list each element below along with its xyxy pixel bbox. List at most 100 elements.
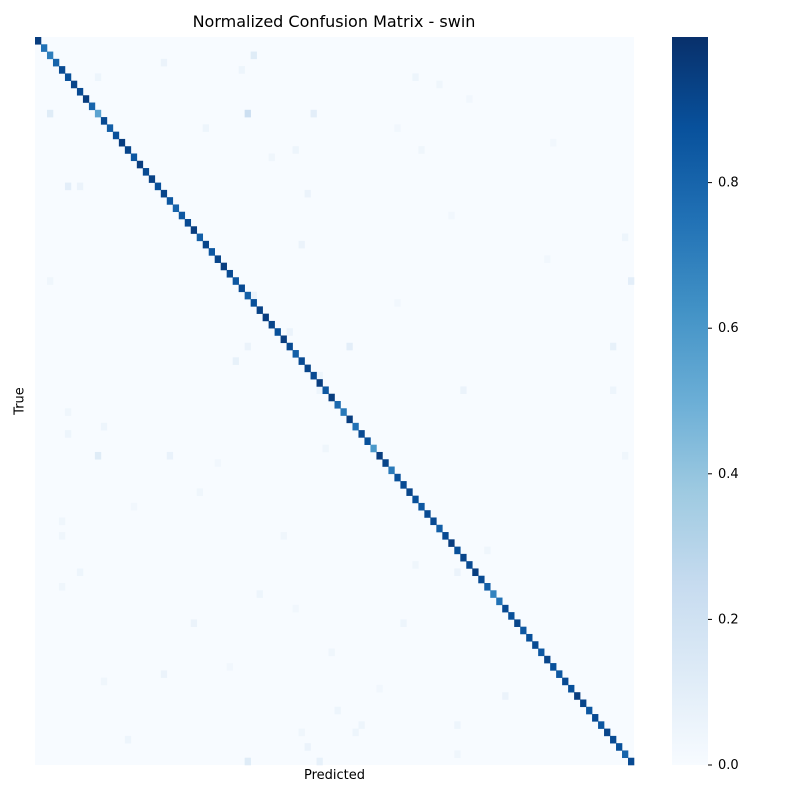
heatmap-cell [412, 561, 419, 569]
heatmap-cell [244, 342, 251, 351]
heatmap-cell [454, 568, 461, 577]
heatmap-cell [286, 328, 293, 336]
heatmap-diagonal-cell [298, 357, 305, 365]
heatmap-diagonal-cell [418, 502, 425, 511]
heatmap-diagonal-cell [136, 160, 144, 169]
heatmap-cell [100, 422, 108, 431]
heatmap-cell [202, 124, 210, 132]
heatmap-cell [550, 138, 557, 147]
heatmap-diagonal-cell [190, 226, 198, 234]
y-axis-label: True [12, 387, 28, 415]
heatmap-cell [94, 73, 102, 81]
heatmap-diagonal-cell [82, 95, 90, 103]
heatmap-cell [412, 73, 419, 81]
colorbar-tick-label: 0.0 [718, 758, 739, 773]
heatmap-diagonal-cell [370, 444, 377, 453]
heatmap-diagonal-cell [340, 408, 347, 416]
heatmap-diagonal-cell [328, 393, 335, 402]
heatmap-diagonal-cell [226, 269, 233, 278]
heatmap-diagonal-cell [550, 663, 557, 671]
heatmap-diagonal-cell [64, 73, 72, 81]
heatmap-diagonal-cell [250, 299, 257, 307]
heatmap-diagonal-cell [202, 240, 210, 249]
heatmap-cell [58, 517, 66, 526]
heatmap-diagonal-cell [586, 706, 593, 715]
heatmap-diagonal-cell [568, 684, 575, 693]
heatmap-diagonal-cell [562, 677, 569, 686]
heatmap-cell [298, 728, 305, 737]
heatmap-diagonal-cell [436, 524, 443, 533]
heatmap-diagonal-cell [52, 58, 60, 67]
heatmap-diagonal-cell [508, 612, 515, 620]
heatmap-cell [238, 66, 245, 74]
colorbar-tick-label: 0.2 [718, 612, 739, 627]
heatmap-diagonal-cell [310, 371, 317, 380]
heatmap-cell [400, 619, 407, 627]
heatmap-diagonal-cell [274, 328, 281, 336]
heatmap-cell [502, 692, 509, 700]
heatmap-diagonal-cell [232, 277, 239, 285]
heatmap-diagonal-cell [394, 473, 401, 482]
heatmap-diagonal-cell [262, 313, 269, 322]
heatmap-diagonal-cell [388, 466, 395, 475]
heatmap-cell [610, 386, 617, 395]
heatmap-cell [334, 706, 341, 715]
heatmap-diagonal-cell [466, 561, 473, 569]
heatmap-diagonal-cell [268, 320, 275, 329]
heatmap-cell [622, 233, 629, 242]
heatmap-cell [454, 750, 461, 759]
heatmap-diagonal-cell [256, 306, 263, 314]
heatmap-cell [46, 277, 54, 285]
heatmap-diagonal-cell [244, 291, 251, 300]
heatmap-diagonal-cell [604, 728, 611, 737]
heatmap-diagonal-cell [526, 633, 533, 642]
heatmap-cell [544, 255, 551, 263]
heatmap-diagonal-cell [76, 87, 84, 96]
heatmap-cell [298, 240, 305, 249]
heatmap-cell [196, 488, 204, 496]
heatmap-cell [310, 109, 317, 118]
heatmap-cell [352, 728, 359, 737]
heatmap-diagonal-cell [406, 488, 413, 496]
heatmap-diagonal-cell [94, 109, 102, 118]
heatmap-diagonal-cell [622, 750, 629, 759]
heatmap-diagonal-cell [358, 430, 365, 438]
heatmap-cell [610, 342, 617, 351]
heatmap-cell [160, 670, 168, 678]
heatmap-diagonal-cell [610, 735, 617, 744]
heatmap-cell [58, 583, 66, 591]
heatmap-cell [64, 430, 72, 438]
heatmap-cell [76, 182, 84, 191]
heatmap-diagonal-cell [148, 175, 156, 183]
heatmap-cell [76, 568, 84, 577]
heatmap-diagonal-cell [142, 168, 150, 176]
heatmap-diagonal-cell [574, 692, 581, 700]
heatmap-diagonal-cell [172, 204, 180, 213]
heatmap-cell [628, 277, 635, 285]
colorbar-tick-label: 0.4 [718, 467, 739, 482]
heatmap-cell [226, 663, 233, 671]
heatmap-cell [250, 291, 257, 300]
heatmap-diagonal-cell [208, 248, 215, 256]
heatmap-cell [214, 459, 221, 467]
heatmap-diagonal-cell [316, 379, 323, 387]
heatmap-diagonal-cell [514, 619, 521, 627]
heatmap-diagonal-cell [490, 590, 497, 598]
heatmap-cell [244, 109, 251, 118]
heatmap-cell [64, 182, 72, 191]
heatmap-diagonal-cell [460, 553, 467, 562]
heatmap-cell [160, 58, 168, 67]
heatmap-diagonal-cell [304, 364, 311, 373]
heatmap-diagonal-cell [628, 757, 635, 766]
heatmap-diagonal-cell [214, 255, 221, 263]
heatmap-cell [250, 51, 257, 60]
heatmap-cell [454, 721, 461, 729]
heatmap-diagonal-cell [352, 422, 359, 431]
heatmap-cell [280, 532, 287, 540]
heatmap-cell [94, 451, 102, 460]
heatmap-diagonal-cell [106, 124, 114, 132]
colorbar [672, 37, 708, 765]
heatmap-cell [268, 153, 275, 162]
heatmap-cell [190, 619, 198, 627]
heatmap-cell [328, 648, 335, 657]
